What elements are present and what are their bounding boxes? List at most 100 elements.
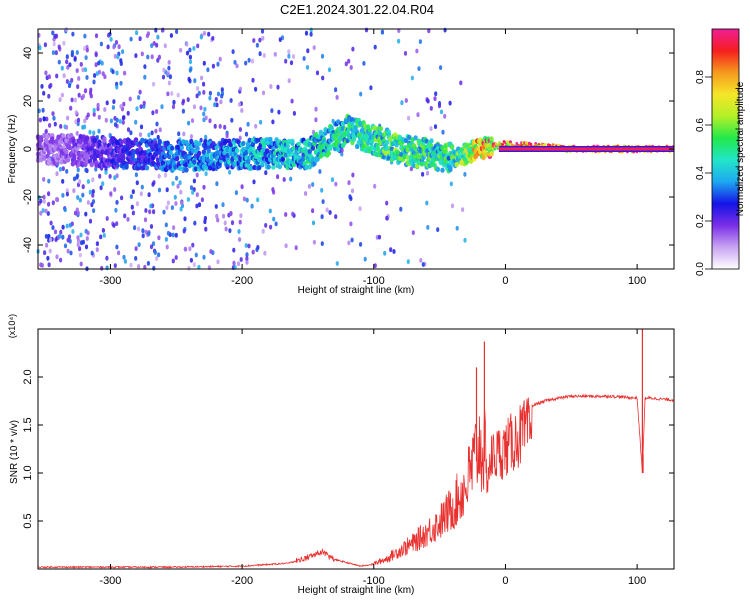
spectrogram-speckle bbox=[157, 187, 162, 193]
spectrogram-carrier bbox=[178, 165, 183, 171]
spectrogram-speckle bbox=[105, 216, 109, 221]
spectrogram-speckle bbox=[320, 187, 324, 193]
spectrogram-y-axis: -40 -20 0 20 40 bbox=[22, 47, 674, 253]
spectrogram-speckle bbox=[95, 135, 99, 140]
spectrogram-speckle bbox=[188, 246, 192, 252]
spectrogram-speckle bbox=[113, 53, 117, 59]
spectrogram-speckle bbox=[57, 44, 61, 50]
spectrogram-speckle bbox=[417, 66, 421, 71]
snr-scale-label: (x10⁴) bbox=[7, 314, 17, 338]
spectrogram-carrier bbox=[241, 140, 246, 146]
spectrogram-speckle bbox=[195, 192, 199, 198]
spectrogram-speckle bbox=[202, 90, 206, 95]
spectrogram-carrier bbox=[176, 144, 181, 150]
spectrogram-image bbox=[35, 27, 675, 272]
spectrogram-speckle bbox=[109, 37, 113, 42]
spectrogram-carrier bbox=[48, 143, 53, 149]
snr-y-axis: 0.5 1.0 1.5 2.0 bbox=[22, 369, 674, 529]
spectrogram-speckle bbox=[373, 263, 377, 268]
spectrogram-carrier bbox=[61, 133, 66, 139]
spectrogram-speckle bbox=[146, 31, 150, 37]
spectrogram-speckle bbox=[156, 134, 160, 140]
spectrogram-speckle bbox=[230, 220, 235, 226]
spectrogram-speckle bbox=[138, 36, 142, 42]
spectrogram-speckle bbox=[46, 255, 50, 261]
spectrogram-speckle bbox=[264, 170, 268, 176]
spectrogram-speckle bbox=[269, 84, 273, 89]
spectrogram-speckle bbox=[122, 254, 126, 260]
spectrogram-speckle bbox=[426, 225, 430, 230]
spectrogram-speckle bbox=[228, 228, 232, 234]
spectrogram-speckle bbox=[109, 191, 113, 197]
spectrogram-speckle bbox=[112, 223, 116, 228]
spectrogram-carrier bbox=[367, 131, 372, 137]
spectrogram-speckle bbox=[75, 50, 79, 55]
spectrogram-carrier bbox=[290, 138, 295, 144]
spectrogram-speckle bbox=[311, 182, 315, 187]
spectrogram-speckle bbox=[121, 120, 125, 125]
spectrogram-speckle bbox=[134, 256, 138, 261]
spectrogram-carrier bbox=[45, 134, 50, 140]
spectrogram-speckle bbox=[421, 262, 425, 267]
spectrogram-speckle bbox=[199, 34, 203, 40]
spectrogram-speckle bbox=[76, 84, 80, 89]
colorbar-ticks: 0.0 0.2 0.4 0.6 0.8 bbox=[695, 70, 712, 276]
spectrogram-speckle bbox=[104, 117, 108, 123]
spectrogram-speckle bbox=[119, 80, 123, 86]
spectrogram-carrier bbox=[121, 154, 126, 160]
spectrogram-speckle bbox=[112, 99, 116, 104]
spectrogram-speckle bbox=[200, 75, 204, 81]
spectrogram-speckle bbox=[429, 106, 433, 111]
spectrogram-speckle bbox=[95, 247, 99, 253]
spectrogram-speckle bbox=[427, 28, 431, 34]
spectrogram-speckle bbox=[305, 65, 310, 70]
spectrogram-speckle bbox=[240, 184, 244, 190]
spectrogram-speckle bbox=[43, 42, 48, 48]
spectrogram-speckle bbox=[38, 117, 43, 123]
spectrogram-speckle bbox=[121, 49, 125, 54]
spectrogram-speckle bbox=[229, 98, 233, 103]
spectrogram-speckle bbox=[271, 119, 275, 125]
spectrogram-speckle bbox=[76, 195, 80, 200]
spectrogram-speckle bbox=[163, 172, 168, 178]
spectrogram-speckle bbox=[443, 113, 447, 119]
spectrogram-speckle bbox=[195, 172, 199, 178]
spectrogram-speckle bbox=[79, 62, 83, 67]
spectrogram-speckle bbox=[66, 115, 70, 121]
spectrogram-speckle bbox=[141, 233, 145, 239]
spectrogram-speckle bbox=[119, 104, 123, 109]
spectrogram-carrier bbox=[223, 138, 229, 144]
spectrogram-speckle bbox=[43, 250, 47, 256]
spectrogram-speckle bbox=[309, 31, 313, 37]
spectrogram-speckle bbox=[188, 67, 192, 73]
spectrogram-speckle bbox=[76, 210, 80, 216]
spectrogram-speckle bbox=[76, 238, 81, 244]
spectrogram-speckle bbox=[214, 97, 218, 102]
spectrogram-speckle bbox=[55, 254, 59, 260]
spectrogram-speckle bbox=[347, 58, 351, 64]
spectrogram-speckle bbox=[433, 96, 437, 101]
spectrogram-speckle bbox=[47, 191, 51, 197]
spectrogram-speckle bbox=[65, 125, 69, 130]
spectrogram-speckle bbox=[185, 50, 190, 56]
spectrogram-speckle bbox=[53, 229, 58, 235]
spectrogram-speckle bbox=[81, 93, 86, 99]
spectrogram-speckle bbox=[78, 197, 82, 203]
spectrogram-speckle bbox=[463, 237, 467, 243]
spectrogram-carrier bbox=[64, 149, 69, 155]
spectrogram-speckle bbox=[147, 132, 151, 138]
spectrogram-speckle bbox=[213, 102, 217, 108]
spectrogram-speckle bbox=[122, 101, 126, 107]
spectrogram-carrier bbox=[84, 136, 90, 142]
spectrogram-speckle bbox=[126, 127, 131, 132]
spectrogram-speckle bbox=[42, 194, 46, 200]
spectrogram-speckle bbox=[72, 188, 76, 194]
spectrogram-speckle bbox=[165, 205, 169, 211]
spectrogram-speckle bbox=[162, 67, 166, 73]
spectrogram-speckle bbox=[114, 207, 118, 213]
spectrogram-speckle bbox=[114, 40, 119, 45]
spectrogram-speckle bbox=[115, 244, 119, 250]
spectrogram-speckle bbox=[137, 95, 141, 100]
spectrogram-speckle bbox=[117, 250, 121, 256]
spectrogram-speckle bbox=[344, 61, 348, 67]
